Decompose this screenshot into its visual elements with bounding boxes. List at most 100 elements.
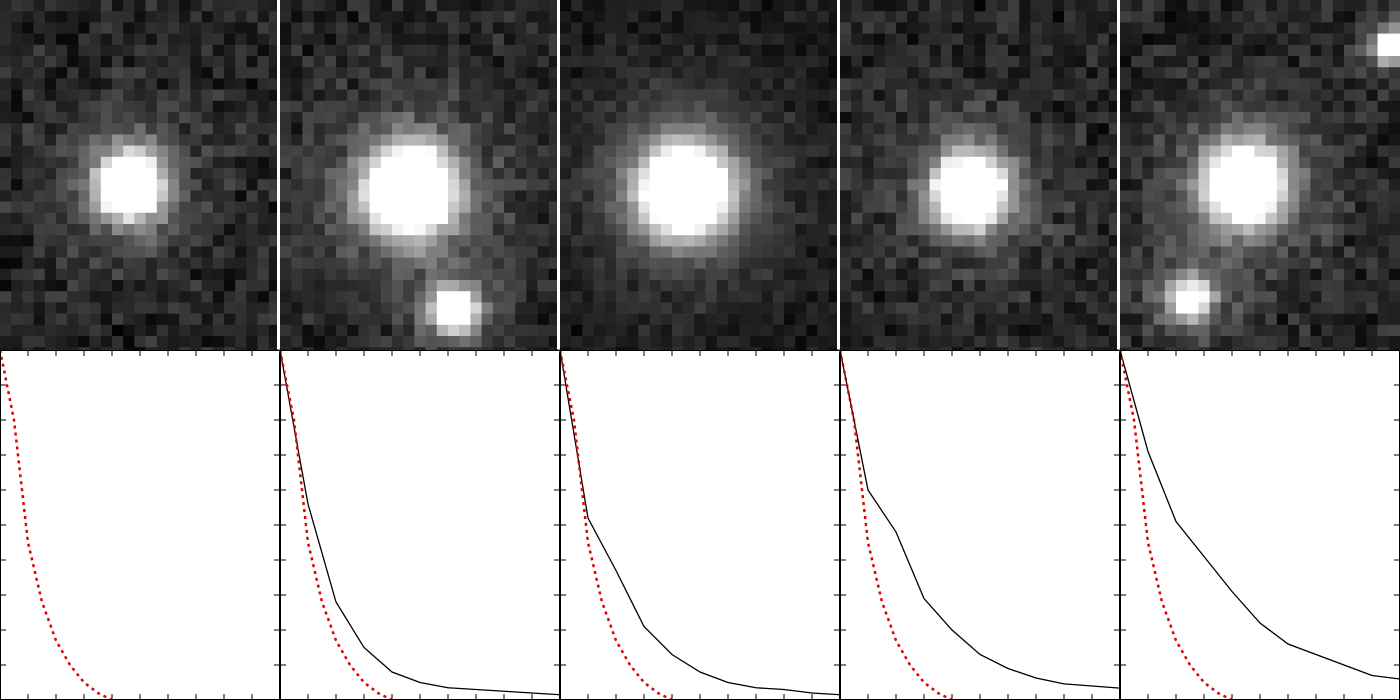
pixel [526, 257, 538, 270]
pixel [425, 44, 438, 57]
pixel [1064, 268, 1076, 281]
pixel [78, 100, 90, 113]
pixel [392, 44, 404, 57]
pixel [156, 257, 169, 270]
pixel [1075, 336, 1087, 348]
pixel [481, 44, 494, 57]
pixel [78, 336, 90, 348]
pixel [1288, 212, 1300, 225]
pixel [33, 212, 46, 225]
pixel [1153, 168, 1166, 180]
pixel [459, 324, 471, 337]
pixel [1232, 302, 1244, 314]
pixel [504, 100, 516, 113]
pixel [268, 56, 281, 68]
pixel [548, 33, 561, 46]
pixel [582, 313, 594, 326]
pixel [716, 145, 729, 158]
pixel [728, 212, 740, 225]
pixel [145, 145, 158, 158]
pixel [571, 224, 583, 236]
pixel [347, 313, 359, 326]
pixel [291, 33, 303, 46]
pixel [761, 212, 774, 225]
pixel [604, 179, 617, 191]
pixel [761, 33, 774, 46]
pixel [179, 246, 191, 258]
pixel [1344, 134, 1356, 146]
pixel [33, 89, 46, 102]
pixel [1052, 246, 1065, 258]
pixel [212, 112, 225, 124]
pixel [1355, 22, 1367, 34]
pixel [112, 0, 124, 12]
pixel [504, 156, 516, 169]
pixel [436, 291, 449, 303]
pixel [1388, 0, 1400, 12]
pixel [89, 313, 102, 326]
pixel [481, 302, 494, 314]
pixel [257, 224, 270, 236]
pixel [246, 112, 258, 124]
pixel [112, 224, 124, 236]
pixel [1120, 347, 1132, 350]
pixel [224, 145, 236, 158]
pixel [616, 324, 628, 337]
pixel [1299, 89, 1311, 102]
pixel [1276, 112, 1289, 124]
pixel [313, 112, 326, 124]
pixel [268, 112, 281, 124]
pixel [1019, 0, 1031, 12]
pixel [1220, 11, 1233, 23]
pixel [201, 201, 214, 214]
pixel [985, 56, 998, 68]
pixel [638, 235, 650, 247]
pixel [145, 112, 158, 124]
pixel [1198, 56, 1210, 68]
pixel [537, 44, 550, 57]
pixel [470, 33, 482, 46]
pixel [1355, 145, 1367, 158]
pixel [448, 201, 460, 214]
pixel [1198, 302, 1210, 314]
pixel [649, 56, 662, 68]
pixel [33, 235, 46, 247]
pixel [952, 168, 964, 180]
pixel [1142, 134, 1154, 146]
pixel [1108, 168, 1121, 180]
pixel [112, 145, 124, 158]
pixel [459, 257, 471, 270]
pixel [358, 89, 370, 102]
pixel [291, 11, 303, 23]
pixel [1232, 235, 1244, 247]
pixel [929, 112, 942, 124]
pixel [1041, 201, 1054, 214]
pixel [548, 190, 561, 202]
pixel [907, 235, 919, 247]
pixel [1288, 33, 1300, 46]
pixel [1008, 201, 1020, 214]
pixel [459, 145, 471, 158]
pixel [1008, 11, 1020, 23]
pixel [392, 336, 404, 348]
pixel [929, 235, 942, 247]
pixel [873, 67, 886, 79]
pixel [302, 235, 314, 247]
pixel [1321, 313, 1334, 326]
pixel [1299, 212, 1311, 225]
pixel [616, 44, 628, 57]
pixel [985, 336, 998, 348]
pixel [291, 246, 303, 258]
pixel [750, 67, 762, 79]
pixel [952, 212, 964, 225]
pixel [1366, 156, 1378, 169]
pixel [134, 56, 146, 68]
pixel [672, 224, 684, 236]
pixel [1108, 22, 1121, 34]
pixel [235, 179, 247, 191]
pixel [1276, 336, 1289, 348]
pixel [1064, 11, 1076, 23]
pixel [918, 112, 930, 124]
pixel [739, 302, 751, 314]
pixel [884, 89, 897, 102]
